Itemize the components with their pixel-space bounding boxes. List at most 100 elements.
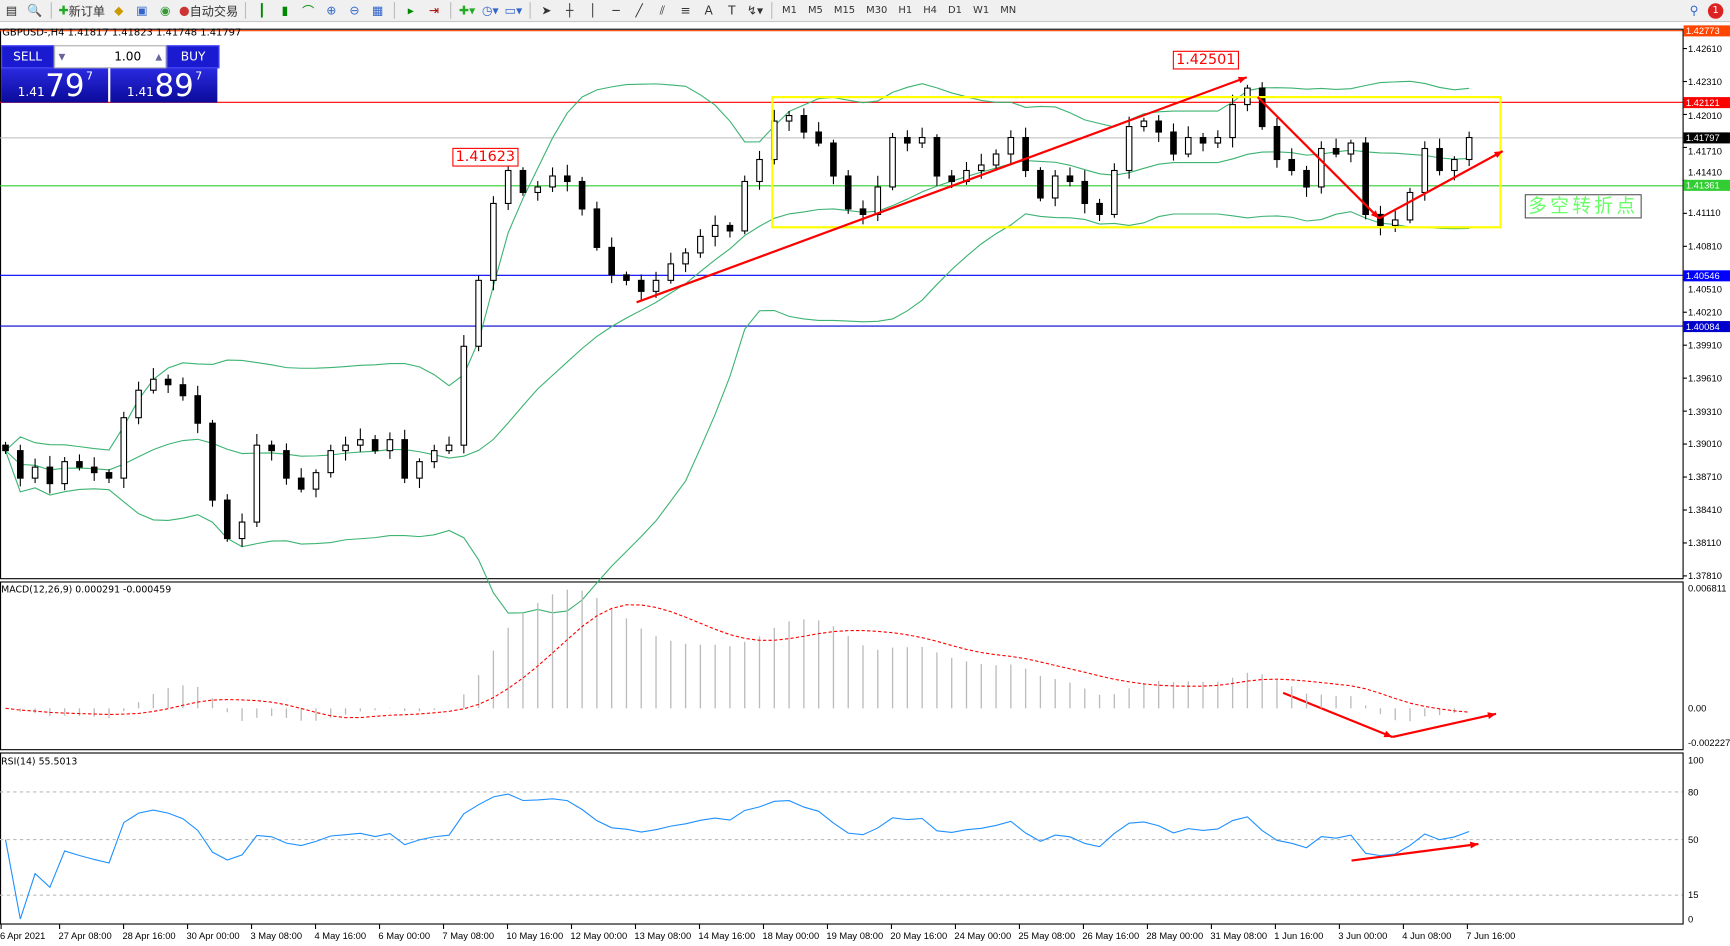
timeframe-d1[interactable]: D1 bbox=[948, 4, 962, 16]
templates-icon[interactable]: ▭▾ bbox=[504, 3, 523, 18]
bull-candle bbox=[549, 175, 556, 188]
bull-candle bbox=[667, 263, 675, 281]
tile-windows-icon[interactable]: ▦ bbox=[371, 3, 384, 18]
indicators-icon[interactable]: ✚▾ bbox=[458, 3, 476, 18]
trendline-icon[interactable]: ╱ bbox=[635, 3, 643, 18]
bull-candle bbox=[711, 224, 719, 237]
price-axis-label: 1.40210 bbox=[1688, 306, 1722, 318]
bull-candle bbox=[534, 186, 542, 194]
buy-button[interactable]: BUY bbox=[166, 45, 220, 69]
vertical-line-icon[interactable]: │ bbox=[589, 3, 597, 18]
horizontal-line-icon[interactable]: ─ bbox=[612, 3, 620, 18]
timeframe-h4[interactable]: H4 bbox=[923, 4, 937, 16]
notification-badge[interactable]: 1 bbox=[1707, 2, 1724, 19]
macd-axis-label: 0.00 bbox=[1688, 702, 1707, 714]
sell-button[interactable]: SELL bbox=[1, 45, 55, 69]
time-axis-label: 13 May 08:00 bbox=[634, 930, 692, 942]
macd-up-arrow bbox=[1392, 712, 1497, 739]
price-label-high2[interactable]: 1.42501 bbox=[1172, 50, 1239, 70]
downtrend-arrow-head bbox=[1370, 210, 1380, 219]
rsi-axis-label: 15 bbox=[1688, 889, 1699, 901]
search-icon[interactable]: ⚲ bbox=[1689, 3, 1699, 18]
reversal-point-label[interactable]: 多空转折点 bbox=[1524, 194, 1642, 219]
lot-size-input[interactable]: ▼ 1.00 ▲ bbox=[54, 45, 167, 69]
history-icon[interactable]: ▣ bbox=[136, 3, 148, 18]
one-click-trading-panel: SELL ▼ 1.00 ▲ BUY 1.41 79 7 1.41 89 7 bbox=[1, 45, 220, 103]
arrows-icon[interactable]: ↯▾ bbox=[746, 3, 764, 18]
periods-icon[interactable]: ◷▾ bbox=[481, 3, 499, 18]
auto-scroll-icon[interactable]: ▸ bbox=[407, 3, 414, 18]
cursor-icon[interactable]: ➤ bbox=[541, 3, 552, 18]
time-axis-label: 30 Apr 00:00 bbox=[186, 930, 240, 942]
timeframe-m30[interactable]: M30 bbox=[866, 4, 888, 16]
rebound-arrow-head bbox=[1493, 151, 1503, 159]
bull-candle bbox=[1140, 120, 1148, 128]
bar-chart-icon[interactable]: ┃ bbox=[258, 3, 266, 18]
bull-candle bbox=[357, 439, 364, 446]
bear-candle bbox=[1199, 136, 1207, 144]
price-axis-label: 1.39310 bbox=[1688, 405, 1722, 417]
auto-trading-icon: ● bbox=[178, 3, 190, 18]
price-axis-label: 1.39610 bbox=[1688, 372, 1722, 384]
bear-candle bbox=[904, 136, 911, 144]
candlestick-icon[interactable]: ▮ bbox=[281, 3, 289, 18]
crosshair-icon[interactable]: ┼ bbox=[566, 3, 574, 18]
bear-candle bbox=[283, 450, 290, 479]
bull-candle bbox=[1347, 142, 1355, 155]
bear-candle bbox=[297, 477, 305, 490]
rsi-axis-label: 80 bbox=[1688, 786, 1699, 798]
timeframe-h1[interactable]: H1 bbox=[898, 4, 913, 16]
zoom-in-icon[interactable]: ⊕ bbox=[326, 3, 337, 18]
bid-price[interactable]: 1.41 79 7 bbox=[1, 68, 109, 103]
bear-candle bbox=[815, 131, 822, 144]
bear-candle bbox=[268, 444, 275, 452]
bull-candle bbox=[1406, 191, 1414, 221]
bull-candle bbox=[150, 378, 157, 391]
timeframe-w1[interactable]: W1 bbox=[973, 4, 990, 16]
bear-candle bbox=[1022, 136, 1029, 172]
price-axis-label: 1.38110 bbox=[1688, 537, 1722, 549]
macd-axis-label: 0.006811 bbox=[1688, 582, 1727, 594]
toolbar: ▤ 🔍 ✚ 新订单 ◆ ▣ ◉ ● 自动交易 ┃ ▮ ⌒ ⊕ ⊖ ▦ ▸ ⇥ ✚▾ … bbox=[0, 0, 1730, 23]
fibonacci-icon[interactable]: ≡ bbox=[680, 3, 691, 18]
bear-candle bbox=[1332, 147, 1340, 155]
price-label-high1[interactable]: 1.41623 bbox=[452, 147, 519, 167]
lot-increase-icon[interactable]: ▲ bbox=[155, 51, 163, 62]
signal-icon[interactable]: ◉ bbox=[159, 3, 171, 18]
timeframe-m15[interactable]: M15 bbox=[833, 4, 856, 16]
zoom-window-icon[interactable]: 🔍 bbox=[27, 3, 43, 18]
new-order-button[interactable]: ✚ 新订单 bbox=[58, 1, 105, 20]
bear-candle bbox=[593, 208, 601, 248]
ask-fraction: 7 bbox=[195, 70, 203, 83]
text-label-icon[interactable]: T bbox=[728, 3, 736, 18]
price-tag: 1.40546 bbox=[1683, 269, 1730, 281]
timeframe-mn[interactable]: MN bbox=[1000, 4, 1017, 16]
bear-candle bbox=[948, 175, 956, 183]
macd-pane-border bbox=[0, 581, 1684, 751]
rsi-axis-label: 50 bbox=[1688, 834, 1699, 846]
bear-candle bbox=[608, 246, 615, 276]
divider bbox=[244, 2, 246, 19]
new-chart-icon[interactable]: ▤ bbox=[5, 3, 18, 18]
line-chart-icon[interactable]: ⌒ bbox=[302, 3, 315, 19]
text-icon[interactable]: A bbox=[704, 3, 713, 18]
time-axis-label: 31 May 08:00 bbox=[1210, 930, 1268, 942]
lot-decrease-icon[interactable]: ▼ bbox=[58, 51, 66, 62]
timeframe-m1[interactable]: M1 bbox=[782, 4, 797, 16]
price-axis-label: 1.37810 bbox=[1688, 570, 1722, 582]
bear-candle bbox=[1155, 120, 1162, 133]
zoom-out-icon[interactable]: ⊖ bbox=[349, 3, 360, 18]
auto-trading-button[interactable]: ● 自动交易 bbox=[179, 1, 238, 20]
expert-icon[interactable]: ◆ bbox=[114, 3, 124, 18]
equidistant-channel-icon[interactable]: ⫽ bbox=[659, 2, 666, 18]
bull-candle bbox=[61, 461, 68, 485]
timeframe-m5[interactable]: M5 bbox=[807, 4, 823, 16]
bear-candle bbox=[578, 180, 586, 210]
bear-candle bbox=[1258, 87, 1266, 128]
macd-label: MACD(12,26,9) 0.000291 -0.000459 bbox=[1, 584, 172, 596]
chart-shift-icon[interactable]: ⇥ bbox=[428, 3, 440, 18]
bear-candle bbox=[1037, 169, 1044, 199]
ask-price[interactable]: 1.41 89 7 bbox=[110, 68, 218, 103]
